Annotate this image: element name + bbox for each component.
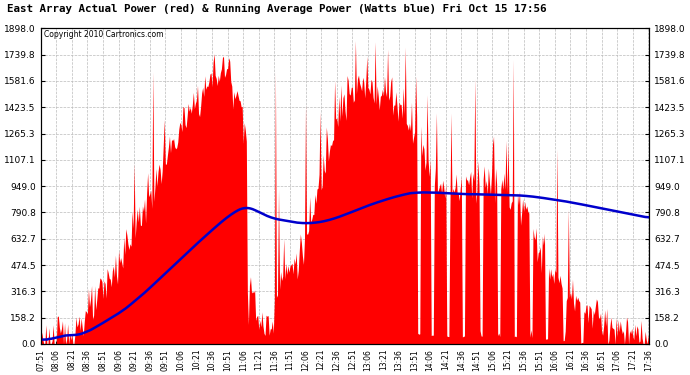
Text: Copyright 2010 Cartronics.com: Copyright 2010 Cartronics.com (43, 30, 164, 39)
Text: East Array Actual Power (red) & Running Average Power (Watts blue) Fri Oct 15 17: East Array Actual Power (red) & Running … (7, 4, 546, 14)
